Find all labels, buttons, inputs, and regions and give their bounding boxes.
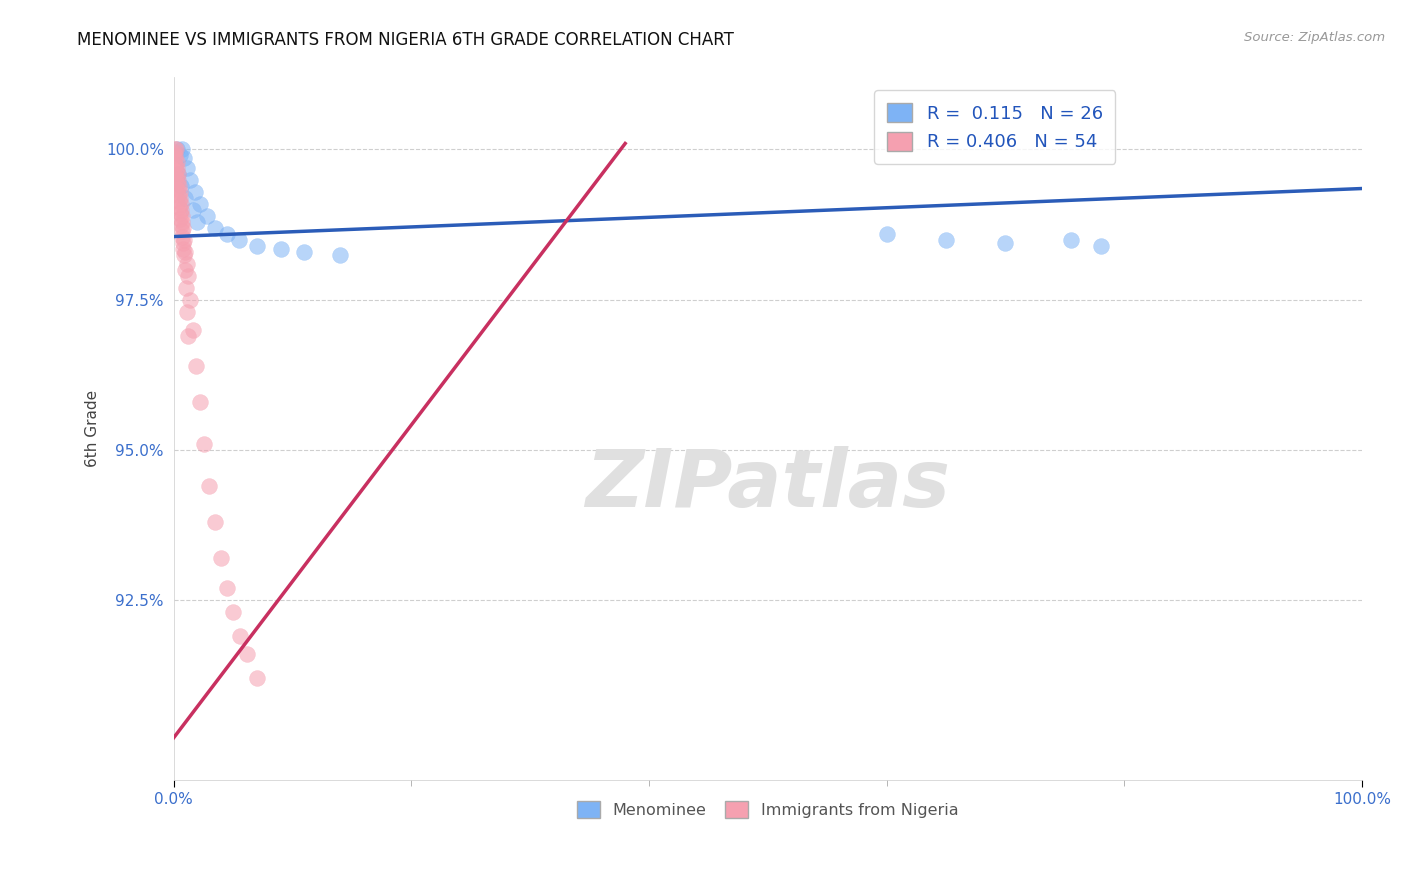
Point [193,436,215,450]
Point [169,200,191,214]
Point [181,323,204,337]
Point [186,214,208,228]
Point [170,202,193,217]
Point [176,161,198,175]
Point [166,181,188,195]
Point [236,647,259,661]
Point [184,185,207,199]
Point [165,169,187,184]
Point [173,233,195,247]
Point [166,167,188,181]
Point [170,209,193,223]
Point [188,196,211,211]
Point [167,172,190,186]
Point [270,242,292,256]
Point [166,176,188,190]
Point [1060,233,1083,247]
Point [166,143,188,157]
Point [186,359,208,373]
Point [163,152,186,166]
Point [170,218,193,232]
Point [179,172,201,186]
Point [188,394,211,409]
Point [204,220,226,235]
Point [215,227,238,241]
Point [994,235,1017,250]
Point [166,161,188,175]
Point [215,581,238,595]
Point [167,178,190,193]
Point [246,238,269,252]
Point [179,293,201,307]
Point [166,154,188,169]
Point [229,629,252,643]
Text: Source: ZipAtlas.com: Source: ZipAtlas.com [1244,31,1385,45]
Point [163,157,186,171]
Point [176,304,198,318]
Point [173,247,195,261]
Point [181,202,204,217]
Point [169,185,191,199]
Point [170,223,193,237]
Point [876,227,898,241]
Point [165,163,187,178]
Text: ZIPatlas: ZIPatlas [585,446,950,524]
Point [169,211,191,226]
Point [167,187,190,202]
Legend: Menominee, Immigrants from Nigeria: Menominee, Immigrants from Nigeria [571,795,965,825]
Point [329,247,352,261]
Point [173,152,195,166]
Point [198,479,221,493]
Point [172,235,194,250]
Point [165,143,187,157]
Point [209,550,232,565]
Point [169,205,191,219]
Point [174,280,197,294]
Point [222,605,245,619]
Point [169,190,191,204]
Point [177,328,200,343]
Point [935,233,957,247]
Point [172,220,194,235]
Point [204,515,226,529]
Point [1090,238,1112,252]
Text: MENOMINEE VS IMMIGRANTS FROM NIGERIA 6TH GRADE CORRELATION CHART: MENOMINEE VS IMMIGRANTS FROM NIGERIA 6TH… [77,31,734,49]
Point [163,143,186,157]
Point [167,167,190,181]
Point [163,145,186,160]
Point [167,194,190,208]
Point [170,178,193,193]
Y-axis label: 6th Grade: 6th Grade [86,390,100,467]
Point [195,209,218,223]
Point [177,268,200,283]
Point [170,196,193,211]
Point [176,256,198,270]
Point [292,244,315,259]
Point [228,233,250,247]
Point [170,143,193,157]
Point [169,148,191,162]
Point [173,262,195,277]
Point [174,190,197,204]
Point [172,214,194,228]
Point [172,229,194,244]
Point [172,242,194,256]
Point [246,671,269,685]
Point [174,244,197,259]
Point [165,148,187,162]
